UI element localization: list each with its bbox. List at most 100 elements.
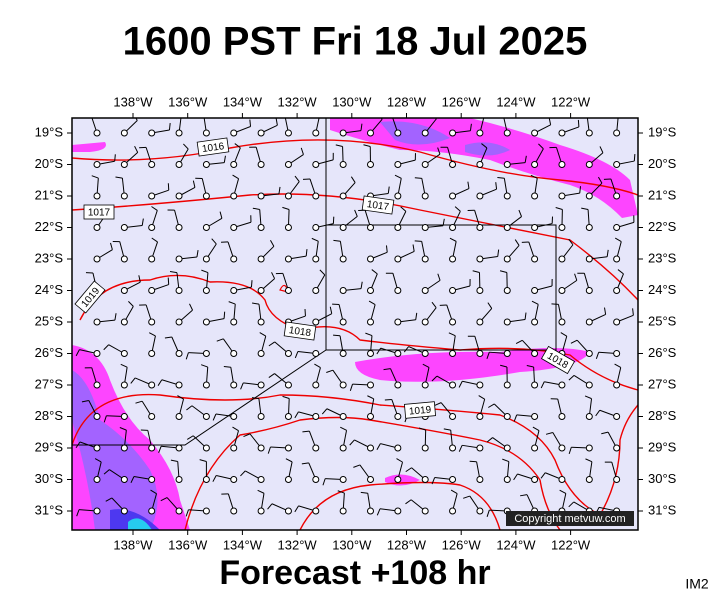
wind-station xyxy=(148,444,156,452)
wind-barb-flag xyxy=(268,373,275,378)
wind-station xyxy=(531,318,539,326)
wind-station xyxy=(175,444,183,452)
wind-station xyxy=(202,224,210,231)
wind-station xyxy=(394,381,402,389)
wind-station xyxy=(585,318,593,326)
wind-barb-flag xyxy=(551,303,559,305)
wind-station xyxy=(394,318,402,326)
wind-station xyxy=(585,476,593,483)
wind-station xyxy=(257,192,265,200)
wind-barb-flag xyxy=(192,180,196,188)
wind-barb-flag xyxy=(110,242,113,250)
lon-label-bottom: 138°W xyxy=(113,537,153,552)
wind-station xyxy=(339,318,347,326)
wind-barb-flag xyxy=(437,273,441,281)
lon-label-top: 122°W xyxy=(551,94,591,109)
wind-barb-flag xyxy=(282,206,290,210)
wind-barb-flag xyxy=(185,509,189,517)
wind-station xyxy=(120,507,128,515)
lon-label-top: 136°W xyxy=(168,94,208,109)
wind-barb-flag xyxy=(387,186,390,194)
isobar-label: 1017 xyxy=(83,204,115,220)
wind-station xyxy=(93,161,101,168)
lon-label-bottom: 128°W xyxy=(387,537,427,552)
wind-barb-flag xyxy=(448,332,456,337)
wind-station xyxy=(421,476,429,483)
wind-station xyxy=(202,381,210,389)
wind-barb-flag xyxy=(486,437,493,443)
wind-station xyxy=(613,381,621,389)
wind-station xyxy=(613,318,621,326)
wind-barb-flag xyxy=(360,491,368,494)
wind-station xyxy=(476,287,484,294)
wind-station xyxy=(394,350,402,357)
wind-barb-flag xyxy=(442,218,445,226)
wind-barb-flag xyxy=(278,186,281,194)
wind-station xyxy=(367,224,374,231)
wind-station xyxy=(503,161,511,168)
isobar xyxy=(184,416,561,530)
wind-barb-flag xyxy=(135,400,143,404)
isobar-label: 1018 xyxy=(283,321,317,341)
wind-station xyxy=(257,224,265,231)
wind-barb-flag xyxy=(354,209,358,217)
wind-station xyxy=(367,350,374,357)
lat-label-right: 21°S xyxy=(648,187,677,202)
wind-barb-flag xyxy=(414,177,422,179)
wind-station xyxy=(449,444,457,452)
lat-label-left: 21°S xyxy=(35,187,64,202)
wind-barb-flag xyxy=(499,270,507,273)
lon-label-top: 138°W xyxy=(113,94,153,109)
wind-station xyxy=(558,192,566,200)
wind-barb-flag xyxy=(568,447,572,455)
lat-label-right: 30°S xyxy=(648,471,677,486)
wind-barb-flag xyxy=(223,311,226,319)
wind-station xyxy=(558,381,566,389)
wind-station xyxy=(230,161,238,168)
wind-barb-flag xyxy=(200,364,208,368)
wind-barb-flag xyxy=(103,469,110,475)
wind-station xyxy=(394,192,402,200)
wind-station xyxy=(449,413,457,420)
wind-station xyxy=(120,318,128,326)
isobar xyxy=(79,274,638,391)
wind-barb-flag xyxy=(526,365,534,368)
wind-station xyxy=(230,129,238,137)
wind-station xyxy=(230,413,238,420)
wind-barb-flag xyxy=(240,382,244,390)
wind-station xyxy=(531,476,539,483)
wind-barb-flag xyxy=(228,301,236,305)
wind-barb-flag xyxy=(570,339,578,344)
wind-station xyxy=(394,476,402,483)
wind-station xyxy=(257,161,265,168)
wind-barb-flag xyxy=(581,207,589,211)
wind-station xyxy=(120,381,128,389)
wind-station xyxy=(531,381,539,389)
wind-barb-flag xyxy=(497,176,505,179)
wind-barb-flag xyxy=(604,307,607,315)
lon-label-bottom: 122°W xyxy=(551,537,591,552)
wind-barb-flag xyxy=(350,176,356,183)
wind-station xyxy=(503,350,511,357)
lon-label-top: 130°W xyxy=(332,94,372,109)
wind-barb-flag xyxy=(545,432,553,435)
wind-station xyxy=(585,224,593,231)
wind-station xyxy=(394,507,402,515)
wind-barb-flag xyxy=(91,175,99,179)
wind-station xyxy=(257,350,265,357)
wind-station xyxy=(531,129,539,137)
wind-station xyxy=(476,255,484,263)
wind-barb-flag xyxy=(531,300,539,305)
wind-station xyxy=(312,413,320,420)
wind-barb-flag xyxy=(612,113,619,116)
wind-station xyxy=(257,444,265,452)
wind-barb-flag xyxy=(368,300,376,306)
wind-barb-flag xyxy=(502,458,510,463)
wind-station xyxy=(367,318,374,326)
wind-barb-flag xyxy=(481,143,488,149)
wind-station xyxy=(421,255,429,263)
isobar-label: 1016 xyxy=(196,137,230,157)
wind-station xyxy=(339,192,347,200)
wind-station xyxy=(367,476,374,483)
region-outline xyxy=(326,224,557,351)
